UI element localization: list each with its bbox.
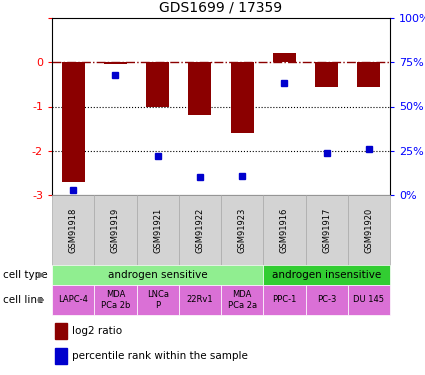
Text: cell line: cell line [3,295,43,305]
Bar [230,62,254,133]
Bar [348,195,390,265]
Bar [52,285,94,315]
Text: PC-3: PC-3 [317,296,336,304]
Text: GSM91923: GSM91923 [238,207,246,253]
Text: log2 ratio: log2 ratio [72,326,122,336]
Bar [263,195,306,265]
Text: DU 145: DU 145 [353,296,384,304]
Bar [146,62,169,106]
Text: MDA
PCa 2b: MDA PCa 2b [101,290,130,310]
Bar [52,195,94,265]
Bar [179,195,221,265]
Text: GSM91917: GSM91917 [322,207,331,253]
Bar [55,348,67,364]
Bar [348,285,390,315]
Text: PPC-1: PPC-1 [272,296,297,304]
Bar [188,62,212,116]
Bar [55,323,67,339]
Bar [94,195,136,265]
Bar [315,62,338,87]
Text: androgen insensitive: androgen insensitive [272,270,381,280]
Text: GSM91922: GSM91922 [196,207,204,253]
Title: GDS1699 / 17359: GDS1699 / 17359 [159,0,283,14]
Bar [263,265,390,285]
Text: LNCa
P: LNCa P [147,290,169,310]
Bar [179,285,221,315]
Bar [306,285,348,315]
Bar [94,285,136,315]
Bar [357,62,380,87]
Text: MDA
PCa 2a: MDA PCa 2a [227,290,257,310]
Bar [52,265,263,285]
Text: GSM91920: GSM91920 [364,207,374,253]
Bar [221,195,263,265]
Bar [273,53,296,62]
Bar [263,285,306,315]
Text: GSM91919: GSM91919 [111,207,120,253]
Bar [306,195,348,265]
Text: cell type: cell type [3,270,47,280]
Bar [62,62,85,182]
Text: GSM91921: GSM91921 [153,207,162,253]
Bar [136,195,179,265]
Text: 22Rv1: 22Rv1 [187,296,213,304]
Text: LAPC-4: LAPC-4 [58,296,88,304]
Text: GSM91918: GSM91918 [68,207,78,253]
Text: androgen sensitive: androgen sensitive [108,270,207,280]
Text: percentile rank within the sample: percentile rank within the sample [72,351,248,361]
Bar [136,285,179,315]
Bar [104,62,127,64]
Text: GSM91916: GSM91916 [280,207,289,253]
Bar [221,285,263,315]
